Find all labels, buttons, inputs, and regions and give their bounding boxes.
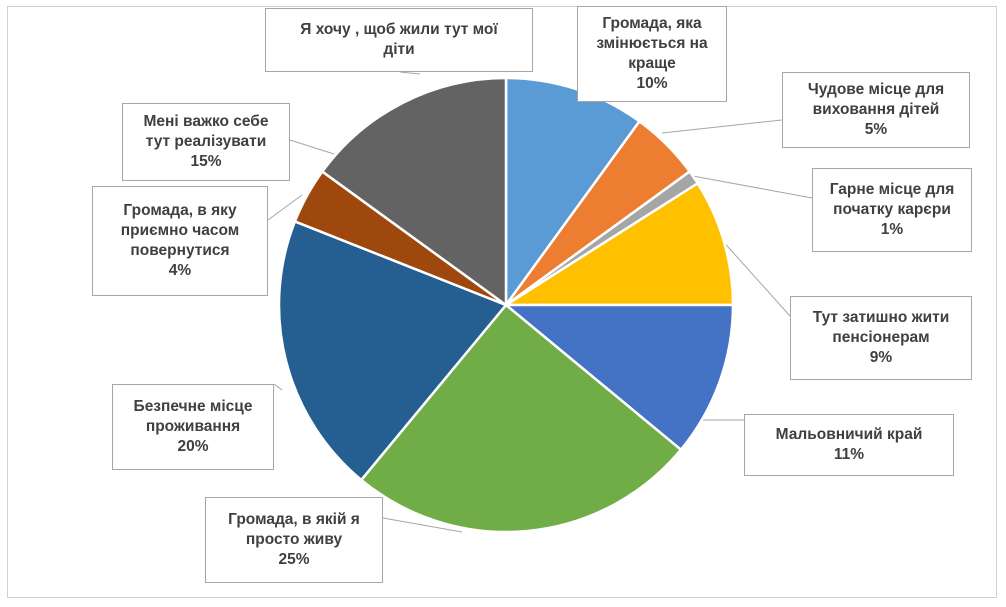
leader-line [273,383,283,391]
leader-line [382,517,463,533]
data-label-text: проживання [145,418,241,435]
data-label-percent: 15% [190,153,222,170]
pie-slice [277,220,508,482]
pie-slice [504,76,641,307]
data-label-text: приємно часом [120,222,240,239]
data-label: Безпечне місце проживання 20% [112,384,274,470]
data-label-text: тут реалізувати [145,133,267,150]
data-label-percent: 20% [177,438,209,455]
data-label-text: Громада, в якій я [228,511,360,528]
data-label-text: Громада, яка [602,15,702,32]
data-label: Громада, в якій я просто живу 25% [205,497,383,583]
leader-line [289,139,335,155]
pie-slice [321,76,508,307]
data-label-percent: 25% [278,551,310,568]
data-label-percent: 10% [636,75,668,92]
data-label-text: Мальовничий край [775,426,923,443]
data-label-text: змінюється на [596,35,708,52]
data-label-text: Мені важко себе [143,113,269,130]
data-label: Громада, в яку приємно часом повернутися 4% [92,186,268,296]
data-label-text: Тут затишно жити [812,309,950,326]
data-label-percent: 1% [880,221,904,238]
data-label: Гарне місце для початку карєри 1% [812,168,972,252]
pie-slice [504,303,735,451]
leader-line [692,175,813,199]
data-label-percent: 5% [864,121,888,138]
data-label: Громада, яка змінюється на краще 10% [577,6,727,102]
leader-line [719,237,791,317]
data-label-text: Я хочу , щоб жили тут мої [300,21,498,38]
data-label: Я хочу , щоб жили тут мої діти [265,8,533,72]
data-label-text: виховання дітей [812,101,940,118]
pie-slice [360,303,683,534]
leader-line [661,119,783,134]
data-label: Тут затишно жити пенсіонерам 9% [790,296,972,380]
data-label-text: Безпечне місце [133,398,253,415]
data-label-text: Чудове місце для [807,81,945,98]
data-label-text: Громада, в яку [123,202,237,219]
data-label: Чудове місце для виховання дітей 5% [782,72,970,148]
data-label-text: пенсіонерам [832,329,930,346]
data-label-text: повернутися [130,242,230,259]
data-label-text: діти [383,41,415,58]
pie-slice [504,182,735,307]
data-label-text: краще [628,55,676,72]
leader-line [267,194,303,221]
data-label-percent: 9% [869,349,893,366]
leader-line [399,71,421,75]
data-label: Мені важко себе тут реалізувати 15% [122,103,290,181]
data-label-text: просто живу [245,531,343,548]
pie-slices [277,76,735,534]
data-label: Мальовничий край 11% [744,414,954,476]
data-label-percent: 4% [168,262,192,279]
data-label-text: початку карєри [833,201,951,218]
data-label-percent: 11% [833,446,865,463]
data-label-text: Гарне місце для [829,181,955,198]
